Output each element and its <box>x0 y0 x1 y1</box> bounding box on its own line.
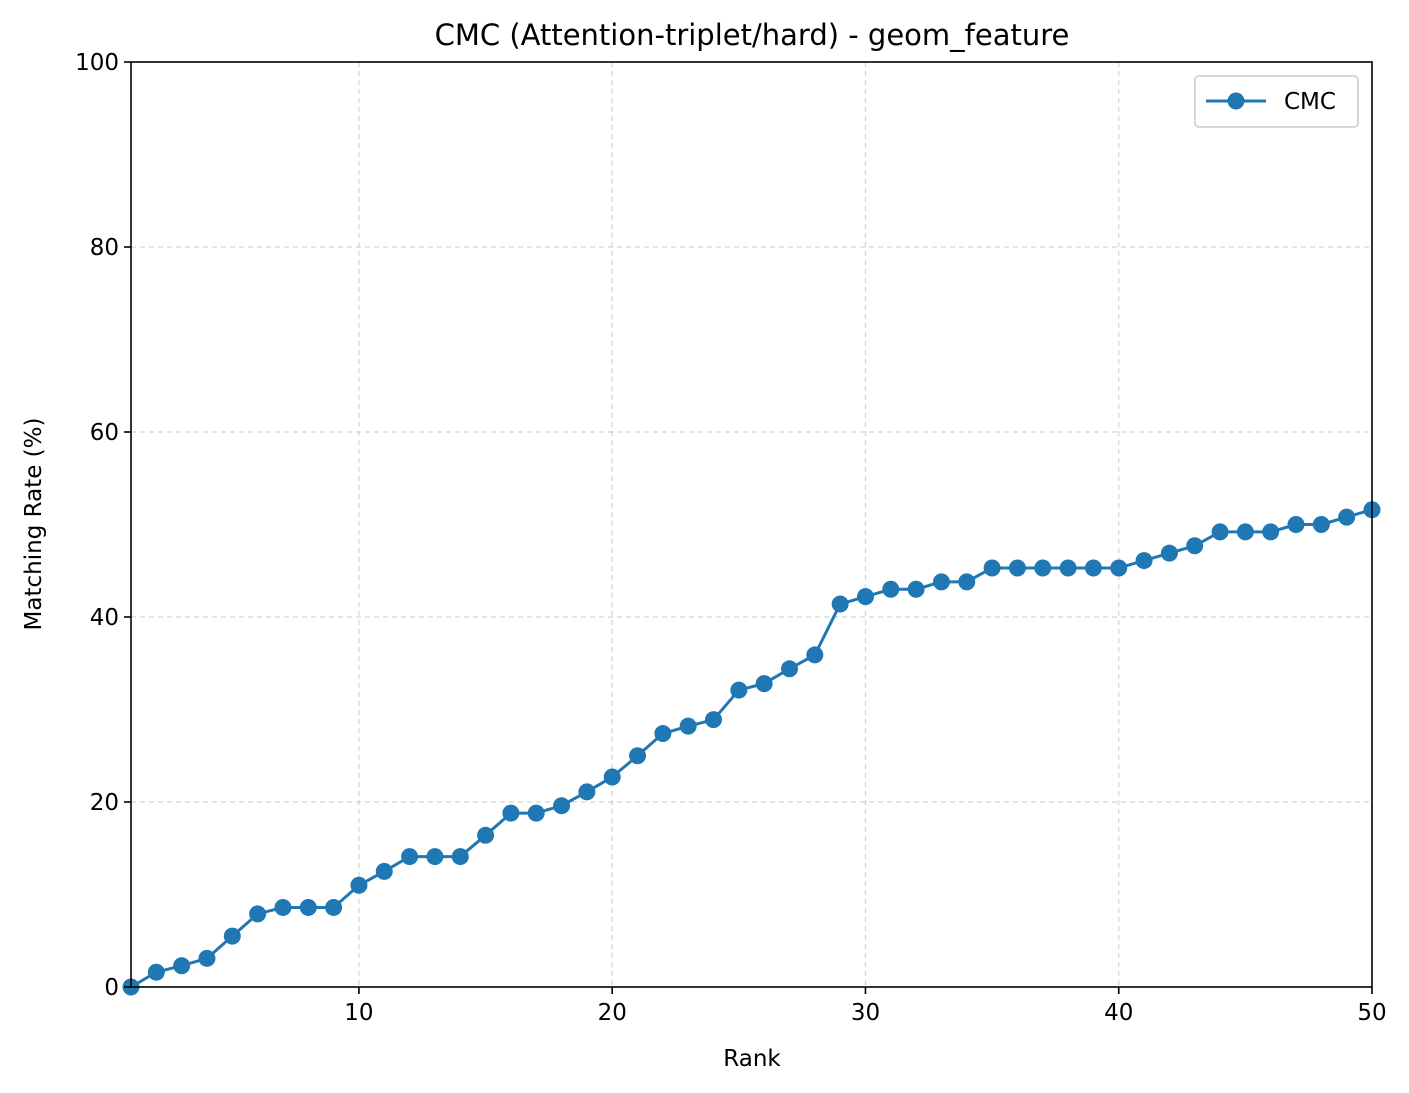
x-tick-label-10: 10 <box>344 1000 373 1026</box>
data-point-rank-7 <box>274 898 292 916</box>
data-point-rank-5 <box>223 927 241 945</box>
data-point-rank-15 <box>477 826 495 844</box>
data-point-rank-49 <box>1338 508 1356 526</box>
legend: CMC <box>1194 75 1359 128</box>
data-point-rank-23 <box>679 717 697 735</box>
data-point-rank-47 <box>1287 516 1305 533</box>
y-tick-label-80: 80 <box>90 235 119 261</box>
data-point-rank-2 <box>147 963 165 981</box>
legend-entry-cmc: CMC <box>1284 89 1336 115</box>
plot-frame <box>130 61 1373 988</box>
x-tick-label-40: 40 <box>1104 1000 1133 1026</box>
data-point-rank-35 <box>983 559 1001 577</box>
data-point-rank-31 <box>882 580 900 598</box>
data-point-rank-8 <box>299 898 317 916</box>
data-point-rank-46 <box>1262 523 1280 541</box>
data-point-rank-45 <box>1236 523 1254 541</box>
legend-marker-swatch <box>1227 92 1245 110</box>
y-tick-label-60: 60 <box>90 420 119 446</box>
data-point-rank-4 <box>198 949 216 967</box>
y-axis-label: Matching Rate (%) <box>21 418 47 631</box>
x-axis-ticks: 10 20 30 40 50 <box>344 987 1387 1026</box>
data-point-rank-10 <box>350 876 368 894</box>
data-point-rank-38 <box>1059 559 1077 577</box>
y-axis-ticks: 0 20 40 60 80 100 <box>75 50 131 1001</box>
data-point-rank-36 <box>1008 559 1026 577</box>
x-axis-label: Rank <box>723 1046 781 1072</box>
data-point-rank-24 <box>705 711 723 729</box>
data-point-rank-11 <box>375 862 393 880</box>
data-point-rank-26 <box>755 675 773 693</box>
data-point-rank-41 <box>1135 552 1153 570</box>
data-point-rank-42 <box>1160 544 1178 562</box>
y-tick-label-40: 40 <box>90 605 119 631</box>
data-point-rank-39 <box>1084 559 1102 577</box>
data-point-rank-43 <box>1186 537 1204 555</box>
data-point-rank-28 <box>806 646 824 664</box>
data-point-rank-22 <box>654 725 672 743</box>
y-tick-label-0: 0 <box>104 975 119 1001</box>
data-point-rank-13 <box>426 848 444 866</box>
legend-box <box>1194 75 1359 128</box>
data-point-rank-37 <box>1034 559 1052 577</box>
data-point-rank-17 <box>527 804 545 822</box>
x-tick-label-30: 30 <box>851 1000 880 1026</box>
data-point-rank-9 <box>325 898 343 916</box>
data-point-rank-44 <box>1211 523 1229 541</box>
y-tick-label-20: 20 <box>90 790 119 816</box>
data-point-rank-21 <box>629 747 647 765</box>
x-tick-label-20: 20 <box>598 1000 627 1026</box>
data-point-rank-32 <box>907 580 925 598</box>
data-point-rank-3 <box>173 957 191 975</box>
chart-title: CMC (Attention-triplet/hard) - geom_feat… <box>435 18 1070 52</box>
grid-lines <box>131 62 1372 987</box>
x-tick-label-50: 50 <box>1357 1000 1386 1026</box>
data-point-rank-33 <box>932 573 950 591</box>
data-point-rank-34 <box>958 573 976 591</box>
data-point-rank-14 <box>451 848 469 866</box>
data-point-rank-6 <box>249 905 267 923</box>
data-point-rank-19 <box>578 783 596 801</box>
y-tick-label-100: 100 <box>75 50 119 76</box>
data-point-rank-16 <box>502 804 520 822</box>
data-point-rank-48 <box>1312 516 1330 533</box>
data-point-rank-27 <box>780 660 798 678</box>
data-point-rank-29 <box>831 595 849 613</box>
data-point-rank-25 <box>730 681 748 699</box>
series-markers <box>122 501 1381 996</box>
data-point-rank-12 <box>401 848 419 866</box>
data-point-rank-40 <box>1110 559 1128 577</box>
data-point-rank-30 <box>856 588 874 606</box>
data-point-rank-18 <box>553 797 571 815</box>
data-point-rank-20 <box>603 768 621 786</box>
